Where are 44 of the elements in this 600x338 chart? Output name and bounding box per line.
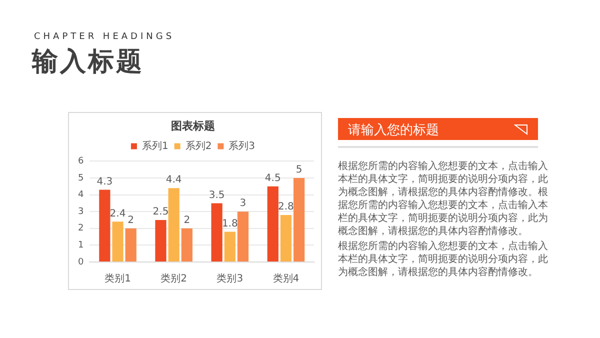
y-tick-label: 3 [78,206,84,217]
y-tick-label: 0 [78,257,84,268]
text: 根据您所需的内容输入您想要的文本，点击输入本栏的具体文字，简明扼要的说明分项内容，此为概念图解，请根据您的具体内容酌情修改。 [338,240,549,279]
bar [211,203,222,262]
data-label: 3.5 [208,190,225,201]
bar [168,188,180,262]
bar [99,190,110,262]
text: 输入标题 [32,46,144,79]
bar [280,214,292,262]
data-label: 4.5 [264,172,281,184]
legend-label: 系列3 [228,140,256,152]
text: 根据您所需的内容输入您想要的文本，点击输入本栏的具体文字，简明扼要的说明分项内容，此为概念图解，请根据您的具体内容酌情修改。根据您所需的内容输入您想要的文本，点击输入本栏的具体文字，简明扼要的说明分项内容，此为概念图解，请根据您的具体内容酌情修改。 [338,160,549,238]
y-tick-label: 6 [78,156,84,167]
text: 请输入您的标题 [348,122,439,139]
y-tick-label: 1 [78,240,84,251]
data-label: 4.3 [96,176,113,188]
x-tick-label: 类别2 [160,272,188,285]
legend-label: 系列2 [185,140,212,152]
chart-title: 图表标题 [171,119,215,132]
text: CHAPTER HEADINGS [34,32,175,42]
legend-label: 系列1 [142,140,168,152]
x-tick-label: 类别3 [216,272,244,285]
x-tick-label: 类别4 [272,272,300,285]
bar [224,232,236,262]
bar [293,178,305,262]
bar [267,186,278,262]
data-label: 2.5 [152,206,169,218]
bar [181,228,192,262]
bar [237,212,249,262]
data-label: 4.4 [166,174,182,186]
y-tick-label: 4 [78,190,84,200]
y-tick-label: 5 [78,173,84,184]
bar [155,220,166,262]
data-label: 2.8 [278,202,294,213]
data-label: 5 [296,164,302,176]
data-label: 2.4 [110,208,126,220]
data-label: 3 [240,198,246,210]
data-label: 2 [128,214,134,226]
data-label: 2 [184,214,190,226]
data-label: 1.8 [222,218,238,230]
bar [112,222,124,262]
x-tick-label: 类别1 [104,272,131,285]
y-tick-label: 2 [78,224,84,234]
bar [125,228,136,262]
